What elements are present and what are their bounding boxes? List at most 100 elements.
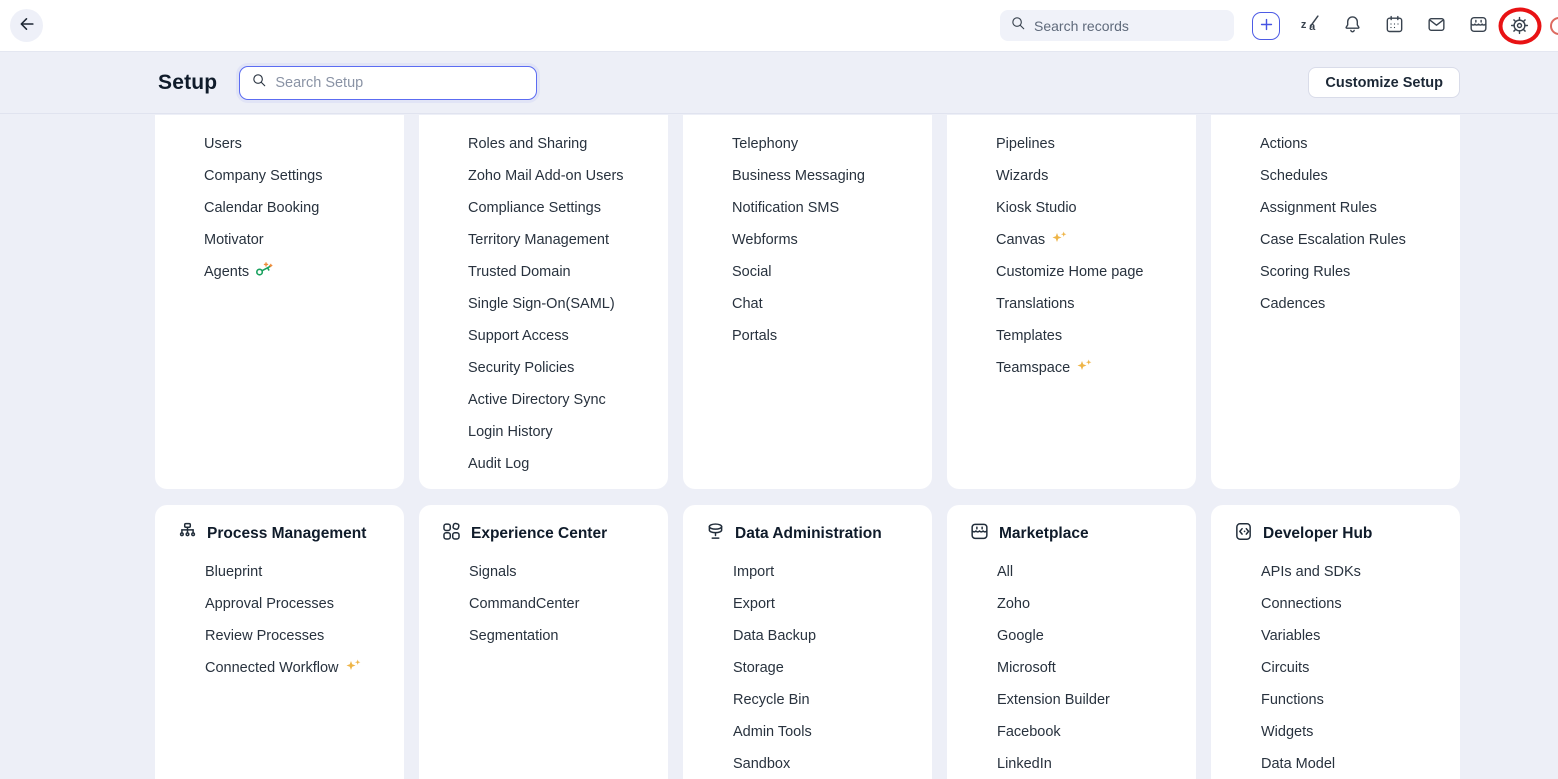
code-file-icon: [1233, 521, 1254, 547]
setup-item-extension-builder[interactable]: Extension Builder: [947, 684, 1196, 716]
setup-item-case-escalation-rules[interactable]: Case Escalation Rules: [1211, 224, 1460, 256]
top-bar: z a: [0, 0, 1558, 52]
setup-item-recycle-bin[interactable]: Recycle Bin: [683, 684, 932, 716]
setup-item-assignment-rules[interactable]: Assignment Rules: [1211, 192, 1460, 224]
setup-item-label: Blueprint: [205, 564, 263, 580]
marketplace-topbar-button[interactable]: [1466, 14, 1490, 38]
setup-item-label: Facebook: [997, 724, 1061, 740]
setup-item-actions[interactable]: Actions: [1211, 128, 1460, 160]
setup-item-label: APIs and SDKs: [1261, 564, 1361, 580]
setup-item-pipelines[interactable]: Pipelines: [947, 128, 1196, 160]
create-new-button[interactable]: [1252, 11, 1280, 40]
setup-item-signals[interactable]: Signals: [419, 556, 668, 588]
setup-item-cadences[interactable]: Cadences: [1211, 288, 1460, 320]
setup-item-label: Connected Workflow: [205, 660, 339, 676]
setup-item-import[interactable]: Import: [683, 556, 932, 588]
setup-item-linkedin[interactable]: LinkedIn: [947, 748, 1196, 779]
setup-card-experience-center: Experience Center Signals CommandCenter Seg…: [419, 505, 668, 779]
setup-item-approval-processes[interactable]: Approval Processes: [155, 588, 404, 620]
setup-item-customize-home-page[interactable]: Customize Home page: [947, 256, 1196, 288]
setup-item-label: Canvas: [996, 232, 1046, 248]
translate-icon: z a: [1299, 13, 1321, 38]
setup-item-label: Schedules: [1260, 168, 1328, 184]
setup-item-trusted-domain[interactable]: Trusted Domain: [419, 256, 668, 288]
setup-item-microsoft[interactable]: Microsoft: [947, 652, 1196, 684]
setup-item-wizards[interactable]: Wizards: [947, 160, 1196, 192]
setup-search[interactable]: [239, 65, 538, 100]
setup-item-teamspace[interactable]: Teamspace: [947, 352, 1196, 384]
partial-avatar[interactable]: [1550, 16, 1558, 35]
setup-item-label: Pipelines: [996, 136, 1055, 152]
global-search[interactable]: [1000, 10, 1234, 41]
mail-button[interactable]: [1424, 14, 1448, 38]
setup-cards-row-2: Process Management Blueprint Approval Proc…: [155, 505, 1558, 779]
page-title: Setup: [158, 70, 218, 94]
setup-item-all[interactable]: All: [947, 556, 1196, 588]
customize-setup-button[interactable]: Customize Setup: [1308, 67, 1460, 98]
setup-item-chat[interactable]: Chat: [683, 288, 932, 320]
setup-item-label: Login History: [468, 424, 553, 440]
setup-item-single-sign-on-saml-[interactable]: Single Sign-On(SAML): [419, 288, 668, 320]
setup-item-business-messaging[interactable]: Business Messaging: [683, 160, 932, 192]
setup-item-motivator[interactable]: Motivator: [155, 224, 404, 256]
setup-item-calendar-booking[interactable]: Calendar Booking: [155, 192, 404, 224]
setup-item-zoho[interactable]: Zoho: [947, 588, 1196, 620]
setup-item-circuits[interactable]: Circuits: [1211, 652, 1460, 684]
setup-item-variables[interactable]: Variables: [1211, 620, 1460, 652]
setup-item-translations[interactable]: Translations: [947, 288, 1196, 320]
setup-card-developer-hub: Developer Hub APIs and SDKs Connections Var…: [1211, 505, 1460, 779]
setup-item-webforms[interactable]: Webforms: [683, 224, 932, 256]
search-records-input[interactable]: [1034, 17, 1224, 34]
setup-item-notification-sms[interactable]: Notification SMS: [683, 192, 932, 224]
setup-item-storage[interactable]: Storage: [683, 652, 932, 684]
calendar-icon: [1384, 14, 1405, 38]
setup-item-data-backup[interactable]: Data Backup: [683, 620, 932, 652]
setup-item-connected-workflow[interactable]: Connected Workflow: [155, 652, 404, 684]
setup-item-segmentation[interactable]: Segmentation: [419, 620, 668, 652]
setup-item-support-access[interactable]: Support Access: [419, 320, 668, 352]
translate-button[interactable]: z a: [1298, 14, 1322, 38]
setup-item-users[interactable]: Users: [155, 128, 404, 160]
setup-item-audit-log[interactable]: Audit Log: [419, 448, 668, 480]
setup-item-facebook[interactable]: Facebook: [947, 716, 1196, 748]
settings-button[interactable]: [1498, 7, 1542, 44]
setup-item-label: Templates: [996, 328, 1063, 344]
setup-item-active-directory-sync[interactable]: Active Directory Sync: [419, 384, 668, 416]
setup-item-apis-and-sdks[interactable]: APIs and SDKs: [1211, 556, 1460, 588]
setup-item-widgets[interactable]: Widgets: [1211, 716, 1460, 748]
calendar-button[interactable]: [1382, 14, 1406, 38]
card-title-developer-hub: Developer Hub: [1263, 525, 1373, 542]
setup-item-login-history[interactable]: Login History: [419, 416, 668, 448]
setup-item-schedules[interactable]: Schedules: [1211, 160, 1460, 192]
setup-item-sandbox[interactable]: Sandbox: [683, 748, 932, 779]
setup-item-roles-and-sharing[interactable]: Roles and Sharing: [419, 128, 668, 160]
search-setup-input[interactable]: [275, 74, 526, 91]
setup-item-export[interactable]: Export: [683, 588, 932, 620]
svg-text:a: a: [1309, 21, 1316, 33]
setup-item-admin-tools[interactable]: Admin Tools: [683, 716, 932, 748]
setup-item-territory-management[interactable]: Territory Management: [419, 224, 668, 256]
setup-item-agents[interactable]: Agents: [155, 256, 404, 288]
setup-item-canvas[interactable]: Canvas: [947, 224, 1196, 256]
setup-item-portals[interactable]: Portals: [683, 320, 932, 352]
back-button[interactable]: [10, 9, 43, 42]
setup-item-company-settings[interactable]: Company Settings: [155, 160, 404, 192]
setup-item-security-policies[interactable]: Security Policies: [419, 352, 668, 384]
setup-item-kiosk-studio[interactable]: Kiosk Studio: [947, 192, 1196, 224]
setup-item-scoring-rules[interactable]: Scoring Rules: [1211, 256, 1460, 288]
setup-item-functions[interactable]: Functions: [1211, 684, 1460, 716]
setup-item-connections[interactable]: Connections: [1211, 588, 1460, 620]
notifications-button[interactable]: [1340, 14, 1364, 38]
setup-item-review-processes[interactable]: Review Processes: [155, 620, 404, 652]
setup-item-templates[interactable]: Templates: [947, 320, 1196, 352]
setup-item-compliance-settings[interactable]: Compliance Settings: [419, 192, 668, 224]
setup-item-social[interactable]: Social: [683, 256, 932, 288]
setup-item-blueprint[interactable]: Blueprint: [155, 556, 404, 588]
setup-item-label: Cadences: [1260, 296, 1326, 312]
setup-item-label: Approval Processes: [205, 596, 334, 612]
setup-item-zoho-mail-add-on-users[interactable]: Zoho Mail Add-on Users: [419, 160, 668, 192]
setup-item-commandcenter[interactable]: CommandCenter: [419, 588, 668, 620]
setup-item-data-model[interactable]: Data Model: [1211, 748, 1460, 779]
setup-item-telephony[interactable]: Telephony: [683, 128, 932, 160]
setup-item-google[interactable]: Google: [947, 620, 1196, 652]
